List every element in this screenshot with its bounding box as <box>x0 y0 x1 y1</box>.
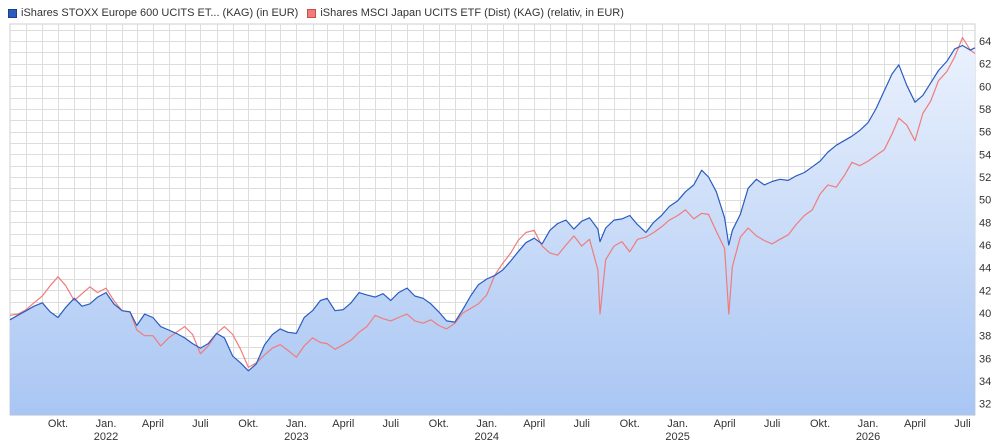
y-tick-label: 54 <box>979 149 991 161</box>
x-tick-year-label: 2022 <box>94 431 118 443</box>
line-layer <box>9 37 976 372</box>
x-tick-label: April <box>332 418 354 430</box>
y-tick-label: 64 <box>979 36 991 48</box>
y-tick-label: 32 <box>979 399 991 411</box>
x-tick-label: April <box>523 418 545 430</box>
y-axis: 32 34 36 38 40 42 44 46 48 50 52 54 56 58 60 62 64 <box>979 36 991 411</box>
x-tick-label: Juli <box>573 418 590 430</box>
x-tick-label: April <box>142 418 164 430</box>
legend-item-series-2[interactable]: iShares MSCI Japan UCITS ETF (Dist) (KAG… <box>307 7 624 19</box>
x-tick-label: Okt. <box>238 418 258 430</box>
legend-swatch-series-2 <box>307 8 317 18</box>
x-tick-label: April <box>714 418 736 430</box>
x-tick-label: Okt. <box>429 418 449 430</box>
x-tick-label: Juli <box>954 418 971 430</box>
area-layer <box>10 45 975 415</box>
legend-label-series-1: iShares STOXX Europe 600 UCITS ET... (KA… <box>21 7 299 19</box>
x-tick-label: Jan. <box>286 418 307 430</box>
x-tick-year-label: 2023 <box>284 431 308 443</box>
legend-label-series-2: iShares MSCI Japan UCITS ETF (Dist) (KAG… <box>320 7 624 19</box>
x-tick-year-label: 2026 <box>856 431 880 443</box>
x-tick-label: April <box>904 418 926 430</box>
x-tick-year-label: 2024 <box>475 431 499 443</box>
y-tick-label: 58 <box>979 104 991 116</box>
y-tick-label: 36 <box>979 353 991 365</box>
x-tick-label: Jan. <box>476 418 497 430</box>
x-tick-label: Juli <box>764 418 781 430</box>
series-area-1 <box>10 45 975 415</box>
y-tick-label: 34 <box>979 376 991 388</box>
legend: iShares STOXX Europe 600 UCITS ET... (KA… <box>8 5 633 21</box>
x-tick-label: Jan. <box>667 418 688 430</box>
x-tick-label: Jan. <box>858 418 879 430</box>
x-tick-label: Jan. <box>96 418 117 430</box>
x-tick-label: Juli <box>383 418 400 430</box>
y-tick-label: 60 <box>979 81 991 93</box>
y-tick-label: 50 <box>979 195 991 207</box>
x-tick-year-label: 2025 <box>665 431 689 443</box>
y-tick-label: 56 <box>979 127 991 139</box>
y-tick-label: 42 <box>979 285 991 297</box>
series-line-2 <box>9 37 976 368</box>
x-tick-label: Okt. <box>620 418 640 430</box>
y-tick-label: 62 <box>979 59 991 71</box>
y-tick-label: 52 <box>979 172 991 184</box>
y-tick-label: 40 <box>979 308 991 320</box>
y-tick-label: 46 <box>979 240 991 252</box>
series-line-1 <box>9 44 976 372</box>
y-tick-label: 44 <box>979 263 991 275</box>
x-tick-label: Juli <box>192 418 209 430</box>
x-tick-label: Okt. <box>810 418 830 430</box>
legend-swatch-series-1 <box>8 8 17 18</box>
y-tick-label: 38 <box>979 331 991 343</box>
x-tick-label: Okt. <box>48 418 68 430</box>
legend-item-series-1[interactable]: iShares STOXX Europe 600 UCITS ET... (KA… <box>8 7 298 19</box>
y-tick-label: 48 <box>979 217 991 229</box>
